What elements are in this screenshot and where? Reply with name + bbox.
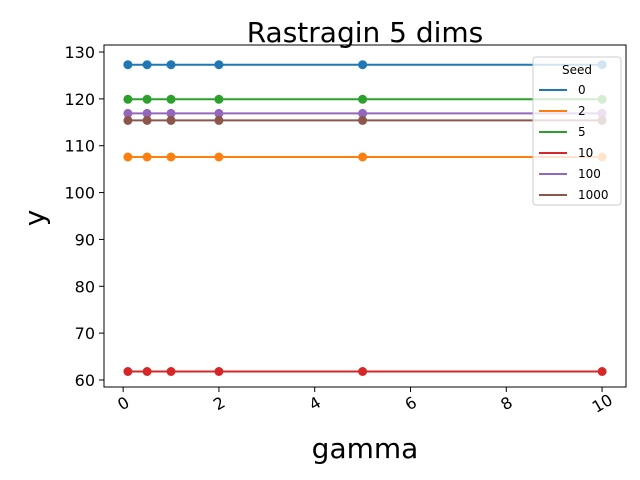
y-tick-label: 100	[64, 184, 95, 203]
y-tick-label: 130	[64, 43, 95, 62]
x-tick-label: 6	[402, 393, 420, 415]
series-10	[123, 367, 607, 376]
data-point-100-1	[142, 108, 152, 118]
data-point-1000-4	[358, 115, 368, 125]
data-point-2-0	[123, 152, 133, 162]
series-layer	[123, 60, 607, 376]
data-point-10-2	[166, 367, 176, 376]
data-point-5-2	[166, 94, 176, 104]
data-point-100-0	[123, 108, 133, 118]
x-axis-label: gamma	[312, 432, 419, 465]
legend-label-1000: 1000	[578, 188, 609, 202]
data-point-1000-3	[214, 115, 224, 125]
data-point-10-4	[358, 367, 368, 376]
data-point-0-3	[214, 60, 224, 70]
series-5	[123, 94, 607, 104]
data-point-0-4	[358, 60, 368, 70]
y-tick-label: 110	[64, 137, 95, 156]
y-tick-label: 70	[75, 324, 95, 343]
legend-title: Seed	[562, 63, 592, 77]
y-axis-label: y	[18, 210, 51, 227]
x-tick-label: 10	[589, 390, 616, 417]
data-point-1000-2	[166, 115, 176, 125]
data-point-100-2	[166, 108, 176, 118]
data-point-0-0	[123, 60, 133, 70]
data-point-0-2	[166, 60, 176, 70]
x-tick-label: 0	[114, 393, 132, 415]
data-point-5-3	[214, 94, 224, 104]
legend-box	[532, 56, 622, 206]
chart-title: Rastragin 5 dims	[247, 16, 484, 49]
data-point-1000-0	[123, 115, 133, 125]
data-point-5-1	[142, 94, 152, 104]
x-tick-label: 4	[306, 393, 324, 415]
data-point-5-0	[123, 94, 133, 104]
y-tick-label: 60	[75, 371, 95, 390]
data-point-1000-1	[142, 115, 152, 125]
legend-label-10: 10	[578, 146, 593, 160]
y-tick-label: 120	[64, 90, 95, 109]
data-point-100-4	[358, 108, 368, 118]
plot-frame	[103, 44, 627, 388]
data-point-100-3	[214, 108, 224, 118]
legend-label-0: 0	[578, 83, 586, 97]
y-tick-label: 80	[75, 277, 95, 296]
legend-label-100: 100	[578, 167, 601, 181]
data-point-10-0	[123, 367, 133, 376]
data-point-10-5	[597, 367, 607, 376]
x-axis: 0 2 4 6 8 10	[114, 387, 616, 417]
legend-label-5: 5	[578, 125, 586, 139]
data-point-2-1	[142, 152, 152, 162]
data-point-10-1	[142, 367, 152, 376]
y-tick-label: 90	[75, 230, 95, 249]
x-tick-label: 8	[497, 393, 515, 415]
y-axis: 60 70 80 90 100 110 120 130	[64, 43, 104, 390]
legend-label-2: 2	[578, 104, 586, 118]
data-point-2-3	[214, 152, 224, 162]
data-point-2-2	[166, 152, 176, 162]
x-tick-label: 2	[210, 393, 228, 415]
data-point-5-4	[358, 94, 368, 104]
series-100	[123, 108, 607, 118]
data-point-10-3	[214, 367, 224, 376]
data-point-2-4	[358, 152, 368, 162]
data-point-0-1	[142, 60, 152, 70]
legend: Seed 0 2 5 10 100 1000	[532, 56, 622, 206]
